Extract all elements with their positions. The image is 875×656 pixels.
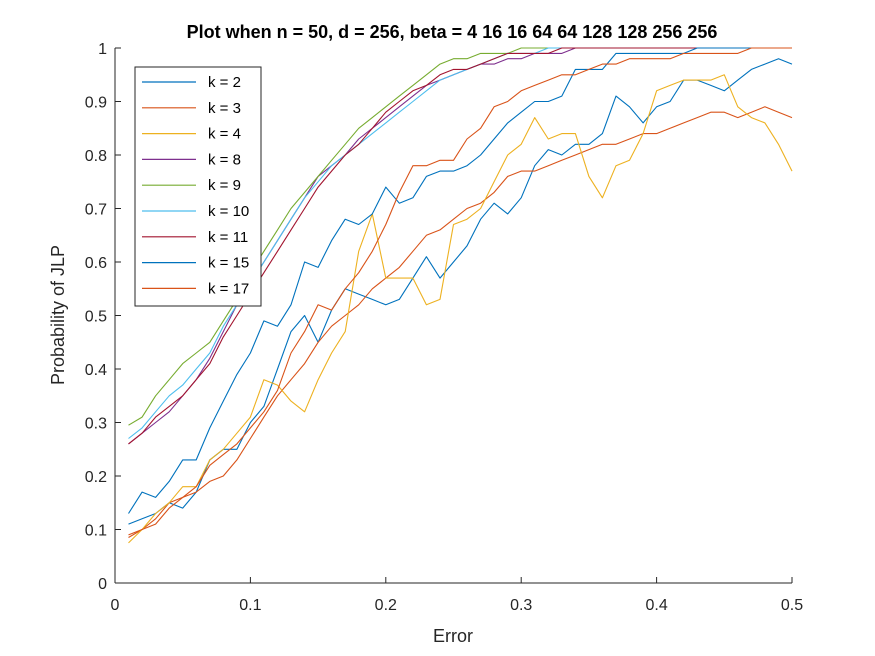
x-tick-label: 0.1	[239, 597, 261, 614]
series-line-k11	[128, 47, 792, 445]
series-line-k2	[128, 58, 793, 525]
y-tick-label: 0.6	[85, 255, 107, 272]
legend-label: k = 17	[208, 280, 249, 297]
y-tick-label: 0.7	[85, 202, 107, 219]
legend-label: k = 15	[208, 255, 249, 272]
legend-label: k = 4	[208, 126, 241, 143]
y-tick-label: 0.1	[85, 523, 107, 540]
y-tick-label: 0.9	[85, 95, 107, 112]
legend: k = 2 k = 3 k = 4 k = 8 k = 9 k = 10 k = 11 k =…	[134, 66, 262, 307]
y-tick-label: 1	[98, 41, 107, 58]
legend-label: k = 8	[208, 151, 241, 168]
legend-label: k = 3	[208, 100, 241, 117]
y-tick-label: 0	[98, 576, 107, 593]
chart-title: Plot when n = 50, d = 256, beta = 4 16 1…	[187, 22, 718, 42]
legend-label: k = 11	[208, 229, 248, 246]
x-tick-label: 0.3	[510, 597, 532, 614]
x-tick-label: 0	[111, 597, 120, 614]
legend-label: k = 9	[208, 177, 241, 194]
legend-box	[134, 66, 262, 307]
y-tick-label: 0.8	[85, 148, 107, 165]
series-line-k17	[128, 47, 792, 536]
x-tick-label: 0.4	[645, 597, 667, 614]
series-line-k15	[128, 47, 792, 514]
legend-label: k = 2	[208, 74, 241, 91]
x-axis-label: Error	[433, 626, 473, 646]
y-axis-ticks: 0 0.1 0.2 0.3 0.4 0.5 0.6 0.7 0.8 0.9 1	[85, 41, 121, 593]
series-line-k4	[128, 74, 793, 544]
x-tick-label: 0.5	[781, 597, 803, 614]
y-axis-label: Probability of JLP	[48, 245, 68, 385]
y-tick-label: 0.2	[85, 469, 107, 486]
x-tick-label: 0.2	[375, 597, 397, 614]
y-tick-label: 0.4	[85, 362, 107, 379]
y-tick-label: 0.3	[85, 416, 107, 433]
y-tick-label: 0.5	[85, 309, 107, 326]
legend-label: k = 10	[208, 203, 249, 220]
series-line-k3	[128, 106, 793, 538]
x-axis-ticks: 0 0.1 0.2 0.3 0.4 0.5	[111, 577, 803, 614]
